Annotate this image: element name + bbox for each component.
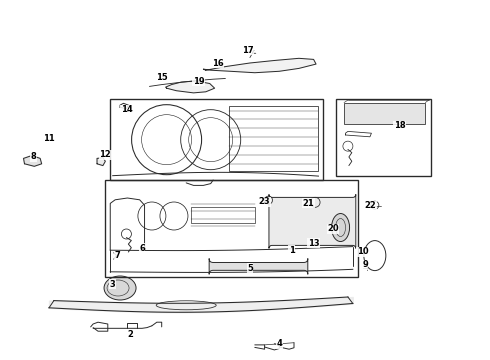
- Polygon shape: [24, 156, 42, 166]
- Polygon shape: [166, 81, 215, 93]
- Text: 18: 18: [393, 122, 405, 130]
- Text: 15: 15: [156, 73, 168, 82]
- Text: 9: 9: [362, 260, 368, 269]
- Text: 2: 2: [127, 330, 133, 339]
- FancyBboxPatch shape: [209, 258, 308, 274]
- Text: 6: 6: [139, 244, 145, 253]
- Text: 16: 16: [212, 58, 224, 68]
- Text: 3: 3: [110, 280, 116, 289]
- Text: 5: 5: [247, 264, 253, 273]
- Text: 11: 11: [43, 134, 55, 143]
- Text: 1: 1: [289, 246, 294, 255]
- Text: 17: 17: [242, 46, 253, 55]
- Ellipse shape: [332, 213, 349, 242]
- Text: 8: 8: [30, 152, 36, 161]
- Text: 23: 23: [259, 197, 270, 206]
- FancyBboxPatch shape: [344, 103, 425, 124]
- Ellipse shape: [104, 276, 136, 300]
- Text: 19: 19: [193, 77, 204, 85]
- Text: 7: 7: [115, 251, 121, 260]
- Text: 13: 13: [308, 239, 319, 248]
- Text: 12: 12: [99, 150, 111, 159]
- Polygon shape: [97, 158, 105, 166]
- Text: 21: 21: [303, 199, 315, 208]
- Text: 14: 14: [121, 105, 132, 114]
- Text: 10: 10: [357, 248, 368, 256]
- FancyBboxPatch shape: [269, 194, 356, 248]
- Text: 20: 20: [327, 224, 339, 233]
- Polygon shape: [203, 58, 316, 73]
- Text: 4: 4: [276, 339, 282, 348]
- Text: 22: 22: [365, 201, 376, 210]
